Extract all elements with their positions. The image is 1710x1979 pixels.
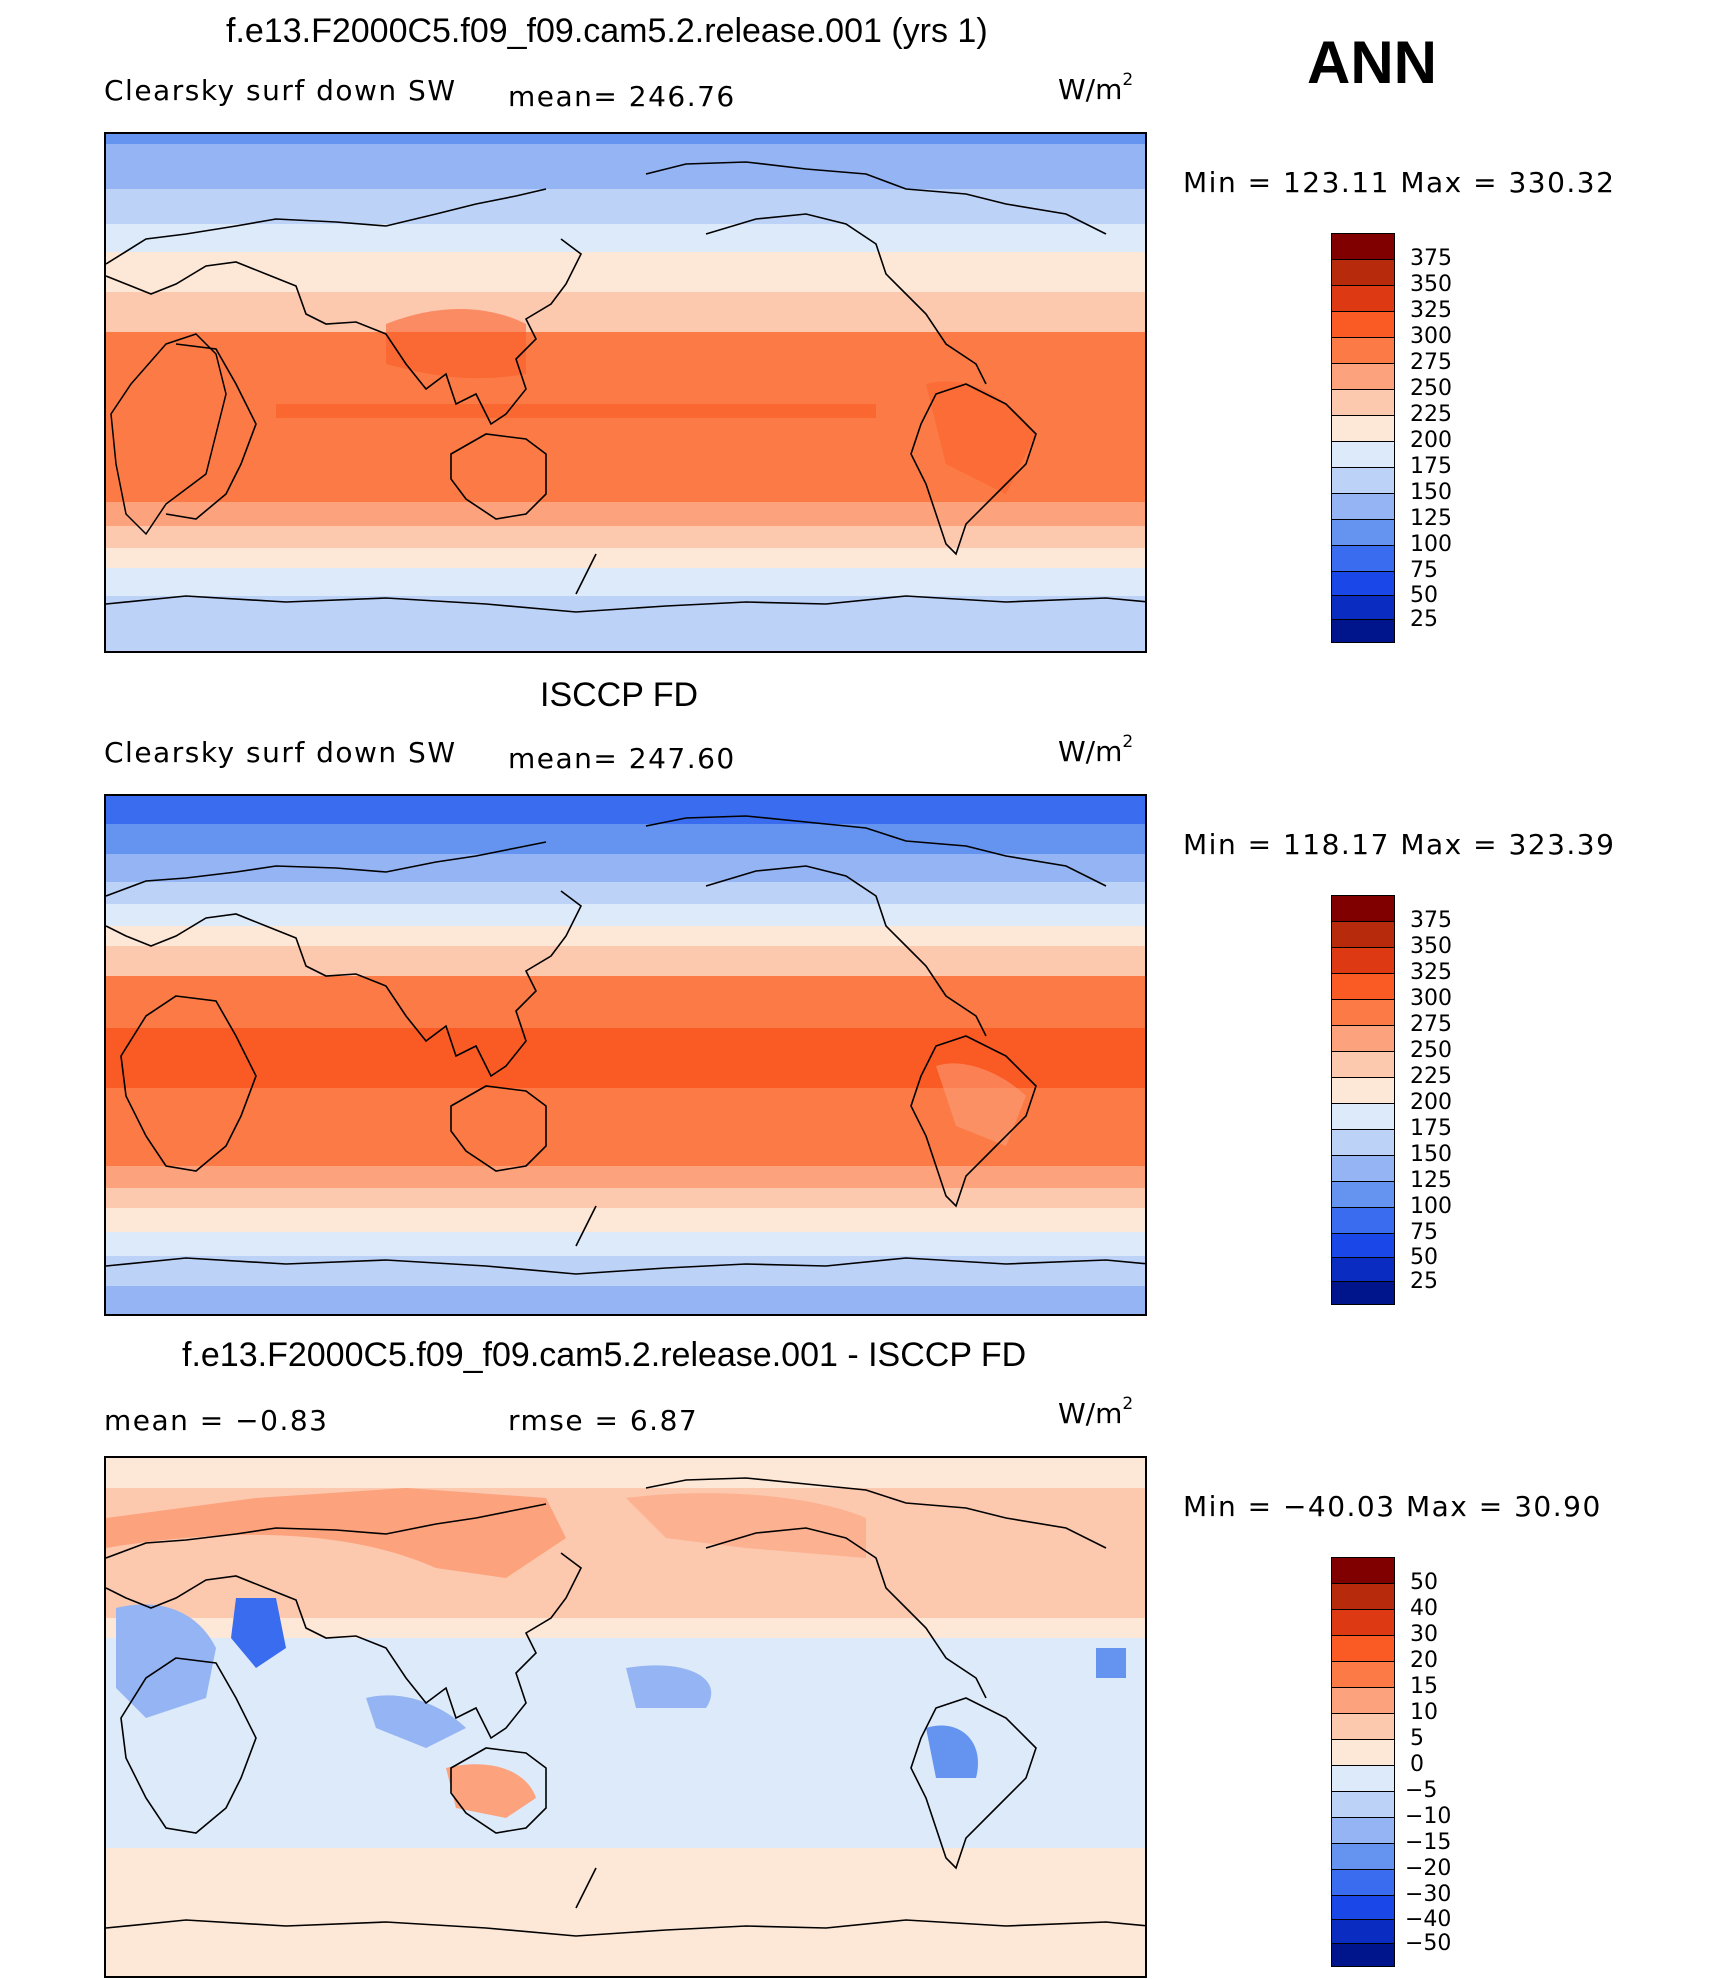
- panel3-cb-label: −15: [1405, 1830, 1452, 1855]
- panel1-cb-label: 250: [1410, 376, 1452, 401]
- panel3-cb-label: 50: [1410, 1570, 1438, 1595]
- panel2-cb-label: 375: [1410, 908, 1452, 933]
- panel2-mean-label: mean= 247.60: [508, 742, 736, 775]
- panel1-cb-label: 125: [1410, 506, 1452, 531]
- panel1-mean-label: mean= 246.76: [508, 80, 736, 113]
- panel2-cb-label: 100: [1410, 1194, 1452, 1219]
- panel1-cb-label: 275: [1410, 350, 1452, 375]
- panel1-units: W/m2: [1058, 70, 1134, 106]
- panel1-cb-label: 150: [1410, 480, 1452, 505]
- panel3-cb-label: −20: [1405, 1856, 1452, 1881]
- panel2-variable-label: Clearsky surf down SW: [104, 736, 457, 769]
- panel1-cb-label: 375: [1410, 246, 1452, 271]
- panel3-cb-label: 15: [1410, 1674, 1438, 1699]
- panel2-cb-label: 350: [1410, 934, 1452, 959]
- panel1-cb-label: 25: [1410, 607, 1438, 632]
- panel2-minmax: Min = 118.17 Max = 323.39: [1183, 828, 1616, 861]
- panel3-mean-label: mean = −0.83: [104, 1404, 329, 1437]
- panel2-title: ISCCP FD: [540, 676, 699, 714]
- panel3-cb-label: −10: [1405, 1804, 1452, 1829]
- panel1-cb-label: 350: [1410, 272, 1452, 297]
- panel1-cb-label: 225: [1410, 402, 1452, 427]
- panel2-cb-label: 225: [1410, 1064, 1452, 1089]
- panel3-rmse-label: rmse = 6.87: [508, 1404, 699, 1437]
- panel3-title: f.e13.F2000C5.f09_f09.cam5.2.release.001…: [182, 1336, 1027, 1374]
- panel1-title: f.e13.F2000C5.f09_f09.cam5.2.release.001…: [226, 12, 988, 50]
- panel3-cb-label: 20: [1410, 1648, 1438, 1673]
- panel2-cb-label: 300: [1410, 986, 1452, 1011]
- panel2-cb-label: 175: [1410, 1116, 1452, 1141]
- panel2-map-graphic: [106, 796, 1145, 1314]
- panel3-cb-label: 10: [1410, 1700, 1438, 1725]
- panel3-cb-label: 5: [1410, 1726, 1424, 1751]
- panel3-minmax: Min = −40.03 Max = 30.90: [1183, 1490, 1602, 1523]
- panel3-cb-label: 40: [1410, 1596, 1438, 1621]
- panel1-cb-label: 100: [1410, 532, 1452, 557]
- panel2-cb-label: 75: [1410, 1220, 1438, 1245]
- panel2-cb-label: 150: [1410, 1142, 1452, 1167]
- panel1-map-graphic: [106, 134, 1145, 651]
- panel2-cb-label: 200: [1410, 1090, 1452, 1115]
- season-label: ANN: [1307, 29, 1437, 96]
- panel2-colorbar: [1331, 895, 1395, 1305]
- panel2-cb-label: 275: [1410, 1012, 1452, 1037]
- panel3-units: W/m2: [1058, 1394, 1134, 1430]
- panel1-cb-label: 300: [1410, 324, 1452, 349]
- panel1-colorbar: [1331, 233, 1395, 643]
- panel3-map: [104, 1456, 1147, 1978]
- panel2-map: [104, 794, 1147, 1316]
- panel2-cb-label: 325: [1410, 960, 1452, 985]
- panel2-cb-label: 125: [1410, 1168, 1452, 1193]
- panel1-map: [104, 132, 1147, 653]
- panel1-minmax: Min = 123.11 Max = 330.32: [1183, 166, 1616, 199]
- panel3-cb-label: −40: [1405, 1907, 1452, 1932]
- panel2-units: W/m2: [1058, 732, 1134, 768]
- panel3-cb-label: −5: [1405, 1778, 1438, 1803]
- panel3-cb-label: 0: [1410, 1752, 1424, 1777]
- panel1-cb-label: 325: [1410, 298, 1452, 323]
- panel1-mean-text: mean= 246.76: [508, 80, 736, 113]
- panel3-map-graphic: [106, 1458, 1145, 1976]
- panel2-cb-label: 250: [1410, 1038, 1452, 1063]
- panel3-colorbar: [1331, 1557, 1395, 1967]
- panel1-cb-label: 50: [1410, 583, 1438, 608]
- panel3-cb-label: −50: [1405, 1931, 1452, 1956]
- panel1-cb-label: 175: [1410, 454, 1452, 479]
- panel3-cb-label: 30: [1410, 1622, 1438, 1647]
- panel3-cb-label: −30: [1405, 1882, 1452, 1907]
- panel1-cb-label: 75: [1410, 558, 1438, 583]
- panel1-cb-label: 200: [1410, 428, 1452, 453]
- panel1-variable-label: Clearsky surf down SW: [104, 74, 457, 107]
- panel2-cb-label: 50: [1410, 1245, 1438, 1270]
- panel2-cb-label: 25: [1410, 1269, 1438, 1294]
